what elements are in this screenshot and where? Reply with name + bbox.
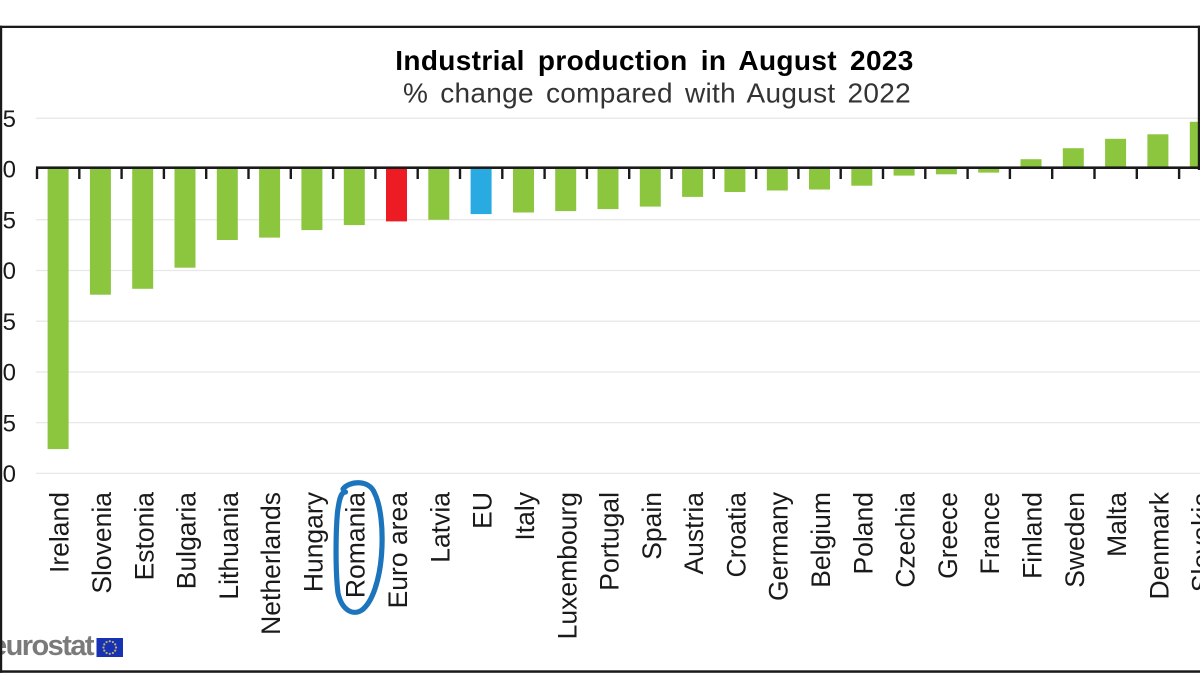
svg-text:-30: -30 xyxy=(0,461,16,488)
svg-text:Belgium: Belgium xyxy=(806,492,836,588)
svg-text:Slovenia: Slovenia xyxy=(87,492,117,594)
svg-text:Spain: Spain xyxy=(637,492,667,560)
svg-text:-25: -25 xyxy=(0,410,16,437)
svg-text:Poland: Poland xyxy=(848,492,878,575)
svg-text:Portugal: Portugal xyxy=(595,492,625,591)
svg-text:Estonia: Estonia xyxy=(129,492,159,581)
svg-text:5: 5 xyxy=(3,106,16,133)
svg-text:Denmark: Denmark xyxy=(1144,491,1174,599)
svg-text:Bulgaria: Bulgaria xyxy=(172,492,202,589)
svg-text:0: 0 xyxy=(3,157,16,184)
svg-text:-5: -5 xyxy=(0,207,16,234)
svg-text:Malta: Malta xyxy=(1102,492,1132,557)
svg-text:Romania: Romania xyxy=(341,492,371,598)
svg-text:Italy: Italy xyxy=(510,491,540,540)
svg-text:Luxembourg: Luxembourg xyxy=(552,492,582,639)
svg-text:-20: -20 xyxy=(0,360,16,387)
svg-text:% change compared with August: % change compared with August 2022 xyxy=(403,78,911,109)
svg-text:Slovakia: Slovakia xyxy=(1187,492,1200,592)
svg-text:Croatia: Croatia xyxy=(721,492,751,578)
svg-text:Lithuania: Lithuania xyxy=(214,492,244,600)
svg-text:Hungary: Hungary xyxy=(298,491,328,592)
svg-text:Ireland: Ireland xyxy=(45,492,75,573)
svg-text:Euro area: Euro area xyxy=(383,492,413,609)
svg-text:-10: -10 xyxy=(0,258,16,285)
svg-text:Greece: Greece xyxy=(933,492,963,579)
svg-text:-15: -15 xyxy=(0,309,16,336)
svg-text:Germany: Germany xyxy=(764,491,794,601)
svg-text:Sweden: Sweden xyxy=(1060,492,1090,588)
svg-text:Netherlands: Netherlands xyxy=(256,492,286,635)
svg-text:Industrial production in Augus: Industrial production in August 2023 xyxy=(395,45,914,76)
svg-text:France: France xyxy=(975,492,1005,574)
svg-text:Finland: Finland xyxy=(1018,492,1048,579)
svg-text:eurostat: eurostat xyxy=(0,630,95,662)
svg-text:Czechia: Czechia xyxy=(891,492,921,588)
svg-text:Latvia: Latvia xyxy=(425,492,455,563)
svg-text:Austria: Austria xyxy=(679,492,709,575)
svg-text:EU: EU xyxy=(468,492,498,529)
